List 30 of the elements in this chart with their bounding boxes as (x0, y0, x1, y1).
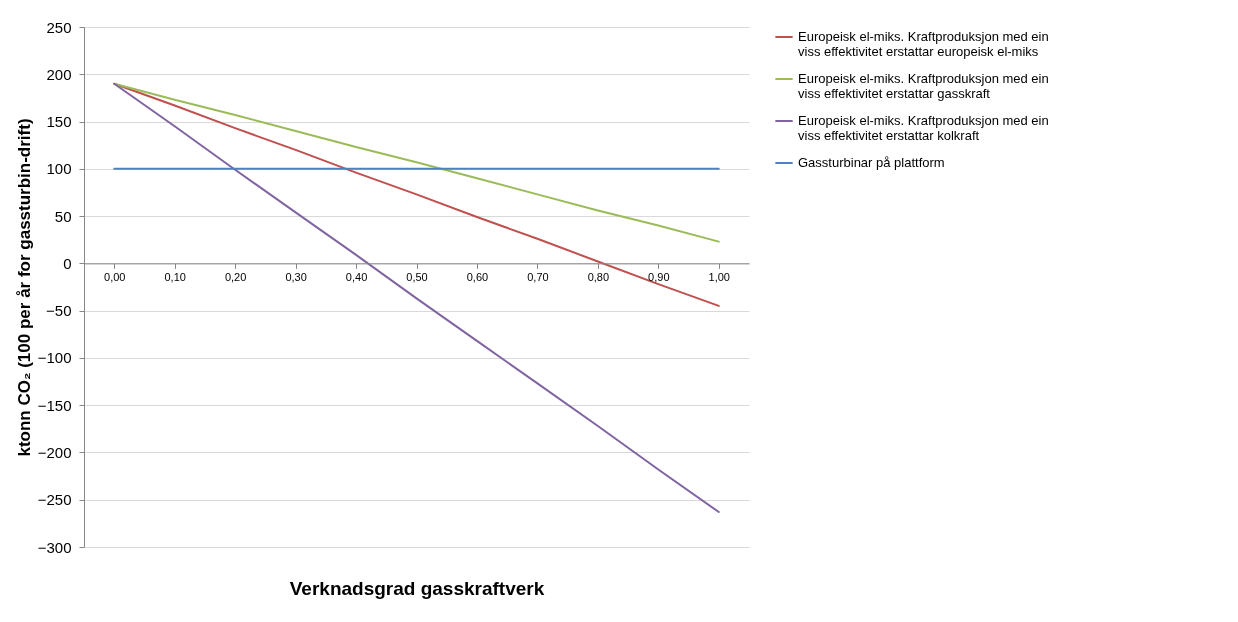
y-tick-label: 50 (54, 207, 72, 225)
legend-label: Gassturbinar på plattform (798, 155, 945, 170)
x-tick-label: 0,80 (587, 270, 610, 283)
legend-label: Europeisk el-miks. Kraftproduksjon med ein viss effektivitet erstattar europeisk el-miks (798, 29, 1049, 59)
y-tick-label: −150 (37, 396, 72, 414)
y-tick-label: −200 (37, 443, 72, 461)
x-tick-label: 0,40 (345, 270, 368, 283)
y-tick-label: −100 (37, 349, 72, 367)
y-tick-label: 150 (46, 113, 72, 131)
line-series (113, 82, 720, 243)
x-tick-label: 0,90 (648, 270, 670, 283)
y-tick-label: 200 (46, 65, 72, 83)
x-tick-label: 0,20 (224, 270, 247, 283)
y-tick-label: 250 (46, 18, 72, 36)
x-tick-label: 0,50 (406, 270, 428, 283)
x-tick-label: 1,00 (708, 270, 730, 283)
legend-label: Europeisk el-miks. Kraftproduksjon med ein viss effektivitet erstattar kolkraft (798, 113, 1049, 143)
x-tick-label: 0,00 (104, 270, 126, 283)
y-tick-label: −50 (46, 302, 72, 320)
x-tick-label: 0,70 (527, 270, 549, 283)
y-axis-title: ktonn CO₂ (100 per år for gassturbin-drift) (14, 118, 34, 457)
x-tick-label: 0,30 (285, 270, 307, 283)
y-tick-label: −300 (37, 538, 72, 556)
y-tick-label: −250 (37, 491, 72, 509)
y-tick-label: 100 (46, 160, 72, 178)
x-axis-title: Verknadsgrad gasskraftverk (289, 577, 545, 599)
x-tick-label: 0,10 (164, 270, 186, 283)
legend-label: Europeisk el-miks. Kraftproduksjon med ein viss effektivitet erstattar gasskraft (798, 71, 1049, 101)
x-tick-label: 0,60 (466, 270, 489, 283)
y-tick-label: 0 (63, 254, 72, 272)
